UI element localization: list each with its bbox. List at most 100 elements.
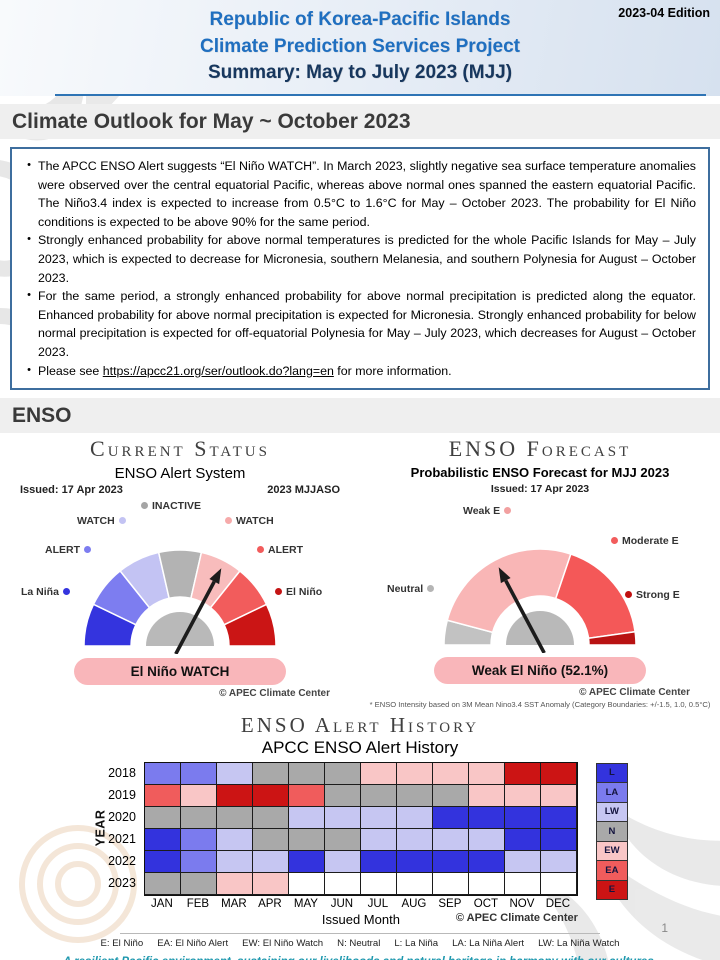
header-titles: Republic of Korea-Pacific Islands Climat…	[0, 7, 720, 87]
heatmap-cell	[396, 806, 433, 829]
year-label: 2018	[108, 765, 136, 780]
gauge-needle	[504, 579, 546, 654]
enso-forecast-gauge: Weak E Moderate E Neutral Strong E	[375, 497, 705, 654]
gauge-label-text: El Niño	[286, 585, 323, 598]
outlook-bullet: • The APCC ENSO Alert suggests “El Niño W…	[20, 157, 696, 231]
gauge-label-text: ALERT	[45, 543, 80, 556]
forecast-status-pill: Weak El Niño (52.1%)	[434, 656, 646, 684]
heatmap-cell	[432, 806, 469, 829]
heatmap-cell	[144, 784, 181, 807]
heatmap-cell	[252, 762, 289, 785]
heatmap-cell	[504, 872, 541, 895]
heatmap-wrapper: YEAR 2018 2019 2020 2021 2022 2023 JAN FEB MAR A…	[0, 761, 720, 927]
gauge-segment	[587, 630, 637, 646]
outlook-bullet-text: For the same period, a strongly enhanced…	[38, 289, 696, 360]
heatmap-cell	[432, 762, 469, 785]
heatmap-cell	[540, 806, 577, 829]
month-label: FEB	[186, 897, 210, 910]
motto-text: A resilient Pacific environment, sustain…	[0, 956, 720, 960]
abbreviation-item: N: Neutral	[337, 937, 381, 949]
enso-forecast-title: ENSO Forecast	[448, 436, 632, 462]
outlook-bullet-link: • Please see https://apcc21.org/ser/outl…	[20, 362, 696, 381]
heatmap-cell	[252, 784, 289, 807]
gauge-label-text: INACTIVE	[152, 499, 202, 512]
heatmap-cell	[288, 828, 325, 851]
heatmap-cell	[324, 762, 361, 785]
heatmap-cell	[468, 828, 505, 851]
gauge-label-text: WATCH	[236, 514, 274, 527]
gauge-label-text: Neutral	[387, 582, 424, 595]
enso-section-heading: ENSO	[0, 398, 720, 434]
apec-credit: © APEC Climate Center	[455, 911, 578, 924]
heatmap-cell	[216, 806, 253, 829]
alert-period: 2023 MJJASO	[267, 483, 340, 496]
heatmap-cell	[432, 850, 469, 873]
gauge-label: Weak E	[463, 504, 512, 517]
month-label: JUN	[330, 897, 354, 910]
year-label: 2022	[108, 853, 136, 868]
gauge-label-text: WATCH	[77, 514, 115, 527]
gauge-label-dot	[257, 546, 264, 553]
y-axis-title-text: YEAR	[93, 809, 108, 846]
heatmap-plot: JAN FEB MAR APR MAY JUN JUL AUG SEP OCT NOV DEC Iss…	[143, 761, 578, 927]
heatmap-cell	[540, 850, 577, 873]
outlook-bullet-text: The APCC ENSO Alert suggests “El Niño WA…	[38, 159, 696, 229]
outlook-bullet: • For the same period, a strongly enhance…	[20, 287, 696, 361]
gauge-label-dot	[427, 585, 435, 592]
alert-status-pill: El Niño WATCH	[74, 657, 286, 685]
heatmap-cell	[144, 828, 181, 851]
heatmap-cell	[324, 806, 361, 829]
heatmap-cell	[468, 784, 505, 807]
heatmap-cell	[324, 828, 361, 851]
outlook-url-link[interactable]: https://apcc21.org/ser/outlook.do?lang=e…	[102, 363, 334, 378]
year-label: 2023	[108, 875, 136, 890]
heatmap-cell	[432, 872, 469, 895]
month-label: AUG	[401, 897, 427, 910]
heatmap-cell	[144, 762, 181, 785]
abbreviation-legend: E: El Niño EA: El Niño Alert EW: El Niño W…	[0, 938, 720, 949]
month-label: NOV	[509, 897, 535, 910]
heatmap-cell	[180, 850, 217, 873]
page-footer: 1 E: El Niño EA: El Niño Alert EW: El Niño…	[0, 921, 720, 960]
gauge-label-dot	[504, 507, 512, 514]
heatmap-cell	[396, 850, 433, 873]
month-label: JUL	[367, 897, 389, 910]
heatmap-cell	[468, 806, 505, 829]
heatmap-cell	[216, 872, 253, 895]
gauge-label-dot	[118, 517, 126, 524]
heatmap-cell	[360, 806, 397, 829]
abbreviation-item: LW: La Niña Watch	[538, 937, 620, 949]
legend-item: LA	[595, 782, 628, 803]
gauge-label: Strong E	[625, 589, 680, 601]
alert-history-section: ENSO Alert History APCC ENSO Alert Histo…	[0, 712, 720, 927]
heatmap-cell	[504, 806, 541, 829]
heatmap-cell	[360, 828, 397, 851]
gauge-label-dot	[225, 517, 232, 524]
gauge-label-text: Weak E	[463, 504, 501, 517]
heatmap-cell	[180, 784, 217, 807]
heatmap-cell	[360, 850, 397, 873]
page-header: 2023-04 Edition Republic of Korea-Pacifi…	[0, 0, 720, 96]
gauge-label: El Niño	[275, 586, 322, 598]
outlook-bullet: • Strongly enhanced probability for above…	[20, 231, 696, 287]
gauge-hub	[506, 610, 574, 645]
bullet-marker: •	[27, 363, 31, 376]
outlook-bullet-list: • The APCC ENSO Alert suggests “El Niño W…	[20, 157, 696, 380]
gauge-label: WATCH	[77, 515, 126, 527]
gauge-label-text: La Niña	[21, 585, 59, 598]
gauge-label-text: ALERT	[268, 543, 303, 556]
gauge-needle-head	[209, 567, 222, 584]
alert-history-title: ENSO Alert History	[240, 712, 480, 737]
abbreviation-item: EA: El Niño Alert	[157, 937, 229, 949]
month-label: SEP	[438, 897, 462, 910]
heatmap-cell	[288, 784, 325, 807]
gauge-label-dot	[275, 588, 282, 595]
abbreviation-item: E: El Niño	[100, 937, 144, 949]
legend-item: N	[595, 821, 628, 842]
current-status-column: Current Status ENSO Alert System Issued:…	[0, 437, 360, 708]
gauge-label-dot	[611, 537, 618, 544]
heatmap-cell	[180, 806, 217, 829]
gauge-label-text: Moderate E	[622, 534, 679, 547]
gauge-label-dot	[625, 591, 632, 598]
